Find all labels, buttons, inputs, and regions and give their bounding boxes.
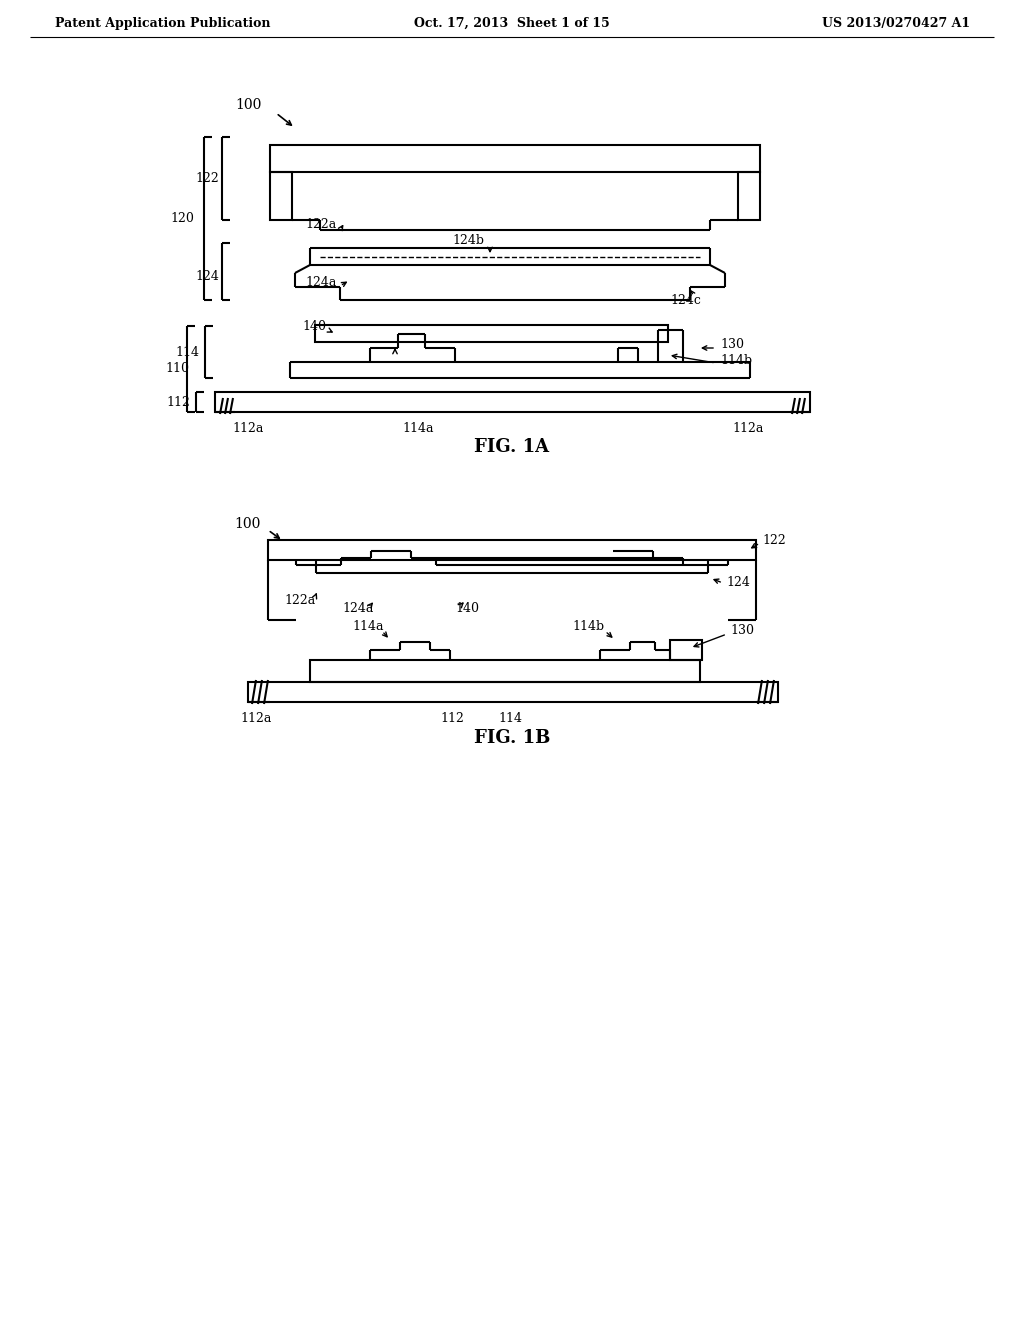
Text: FIG. 1B: FIG. 1B xyxy=(474,729,550,747)
Bar xyxy=(270,172,292,220)
Text: 140: 140 xyxy=(455,602,479,615)
Text: 114b: 114b xyxy=(572,620,604,634)
Bar xyxy=(268,540,756,560)
Text: 122: 122 xyxy=(195,172,219,185)
Text: 140: 140 xyxy=(302,321,326,334)
Text: 112a: 112a xyxy=(241,711,271,725)
Text: 100: 100 xyxy=(234,98,261,112)
Text: 124c: 124c xyxy=(670,293,700,306)
Text: 124a: 124a xyxy=(305,276,336,289)
Text: Oct. 17, 2013  Sheet 1 of 15: Oct. 17, 2013 Sheet 1 of 15 xyxy=(414,16,610,29)
Text: 124b: 124b xyxy=(452,234,484,247)
Bar xyxy=(248,682,778,702)
Text: 114b: 114b xyxy=(720,354,752,367)
Text: US 2013/0270427 A1: US 2013/0270427 A1 xyxy=(822,16,970,29)
Text: 114: 114 xyxy=(498,711,522,725)
Text: 100: 100 xyxy=(234,517,260,531)
Bar xyxy=(738,172,760,220)
Text: 112: 112 xyxy=(440,711,464,725)
Text: 124a: 124a xyxy=(342,602,374,615)
Text: 124: 124 xyxy=(195,271,219,282)
Bar xyxy=(670,640,702,660)
Text: 122a: 122a xyxy=(284,594,315,606)
Text: Patent Application Publication: Patent Application Publication xyxy=(55,16,270,29)
Text: 110: 110 xyxy=(165,363,189,375)
Text: FIG. 1A: FIG. 1A xyxy=(474,438,550,455)
Bar xyxy=(315,325,668,342)
Bar xyxy=(310,660,700,682)
Text: 122: 122 xyxy=(762,533,785,546)
Text: 112: 112 xyxy=(166,396,189,408)
Text: 112a: 112a xyxy=(232,421,264,434)
Text: 114a: 114a xyxy=(402,421,434,434)
Text: 114: 114 xyxy=(175,346,199,359)
Text: 130: 130 xyxy=(720,338,744,351)
Text: 114a: 114a xyxy=(352,620,384,634)
Text: 112a: 112a xyxy=(732,421,764,434)
Text: 122a: 122a xyxy=(305,219,336,231)
Text: 124: 124 xyxy=(726,576,750,589)
Bar xyxy=(215,392,810,412)
Text: 130: 130 xyxy=(730,623,754,636)
Text: 120: 120 xyxy=(170,213,194,224)
Bar xyxy=(270,145,760,172)
